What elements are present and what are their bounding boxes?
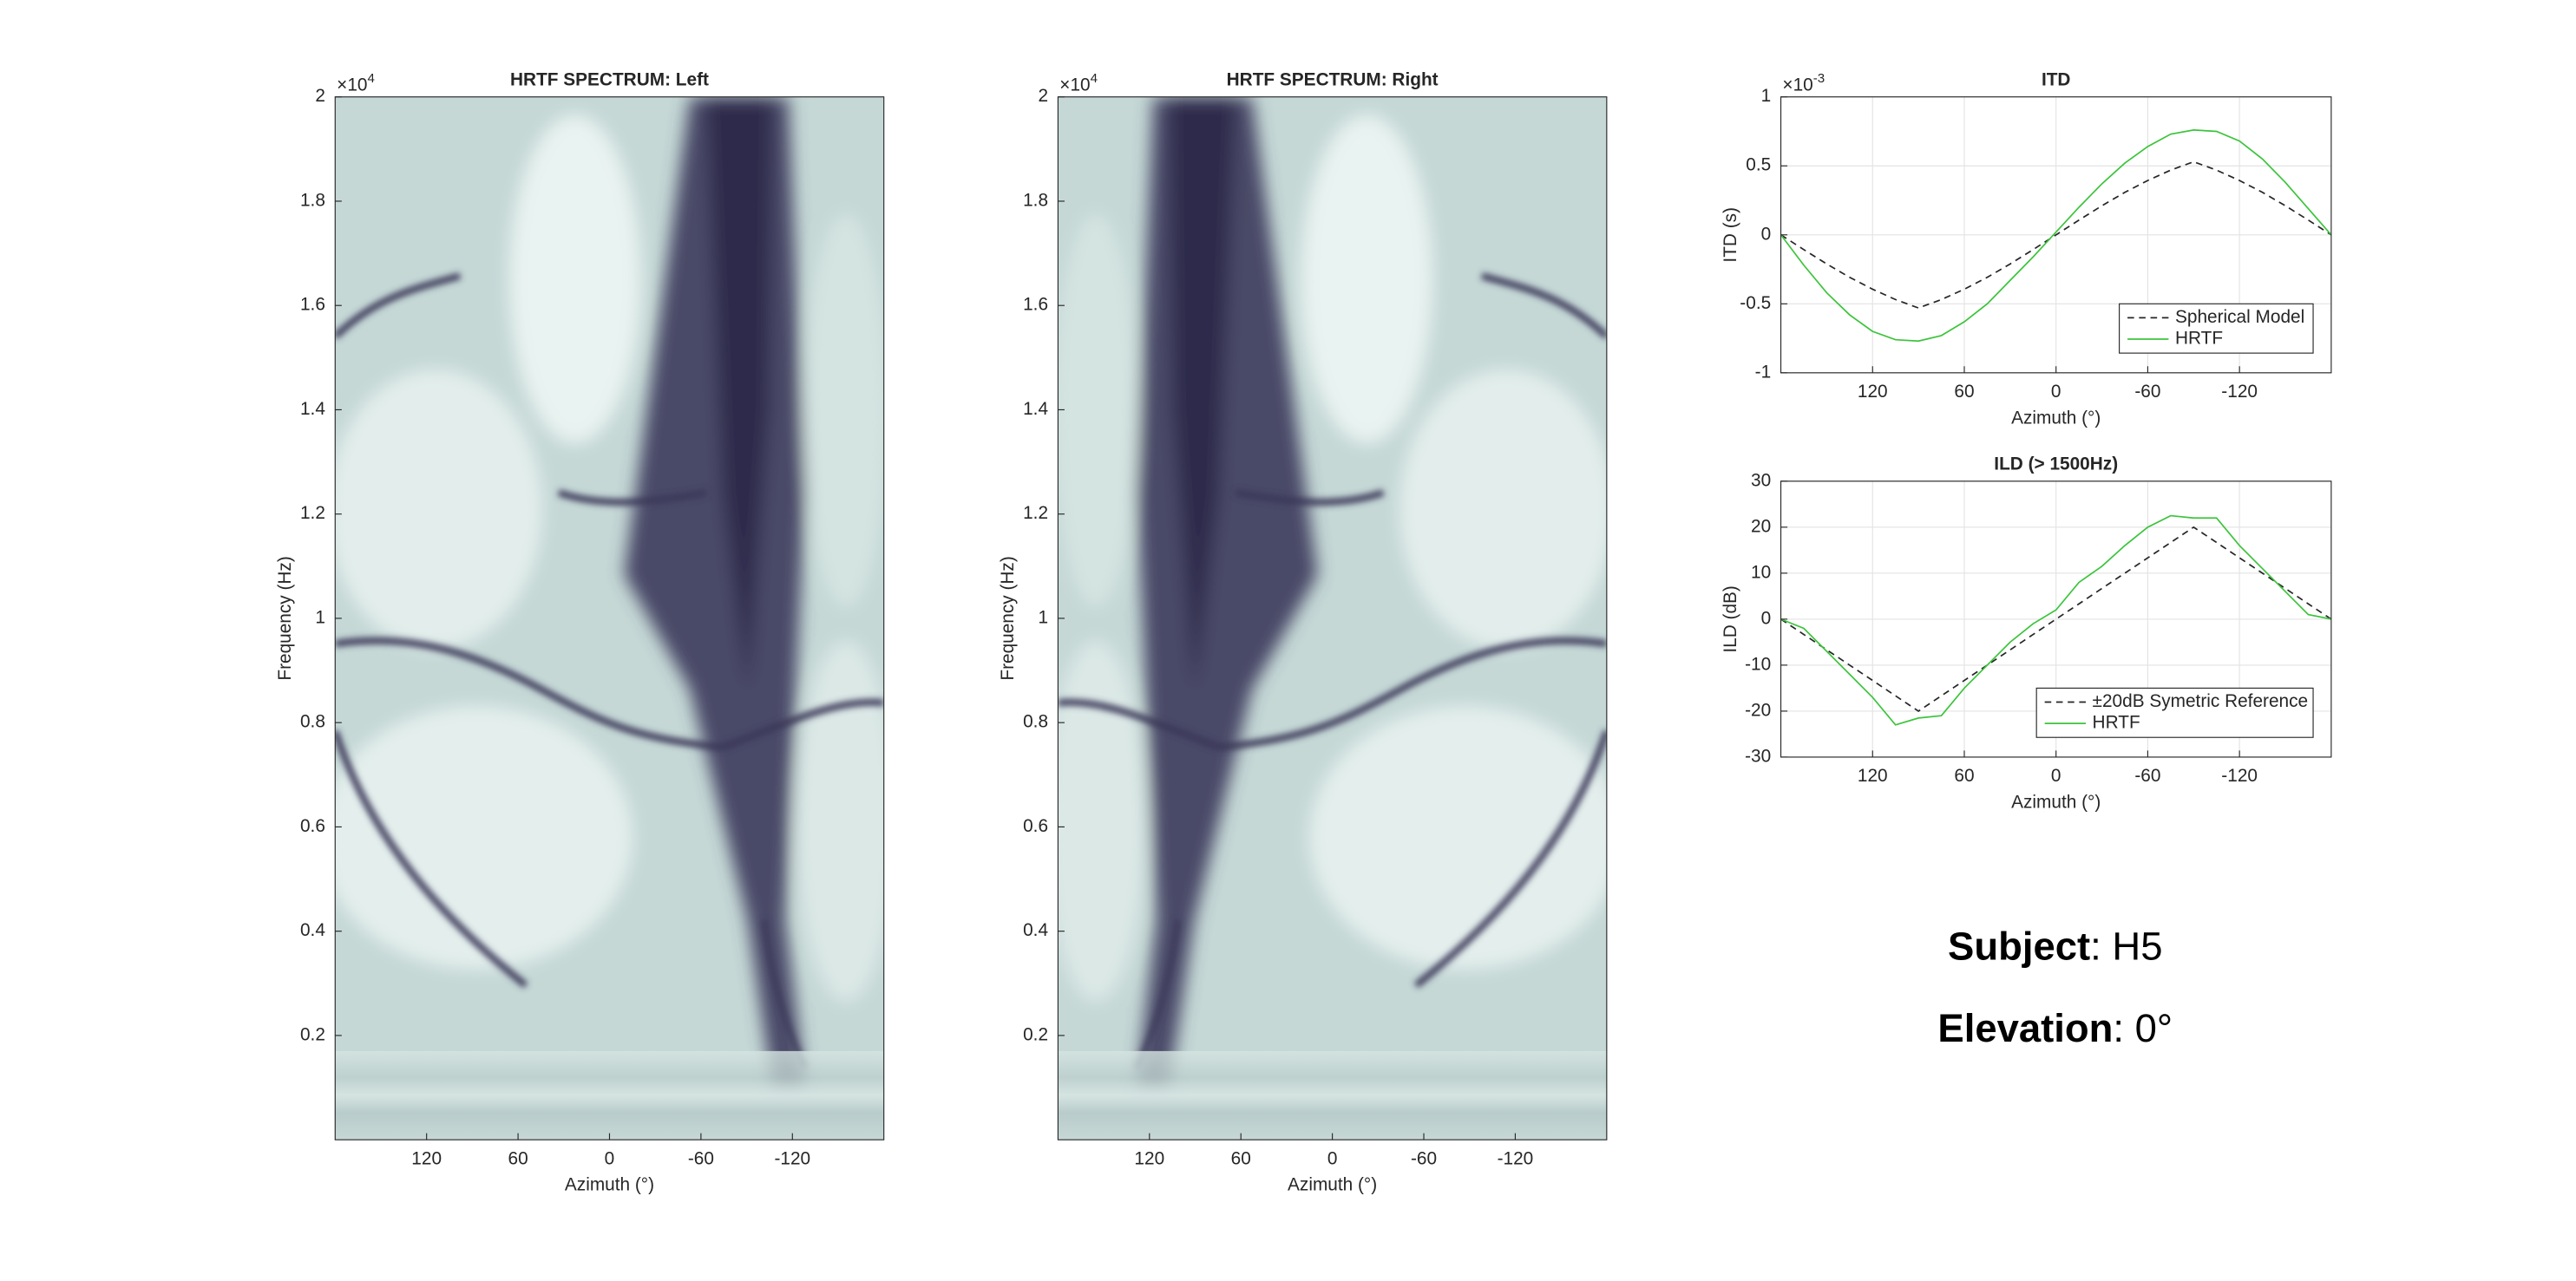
chart-title: HRTF SPECTRUM: Right — [1227, 69, 1439, 89]
series-line — [1780, 160, 2332, 309]
x-tick-label: -60 — [688, 1148, 714, 1168]
elevation-value: : 0° — [2113, 1006, 2173, 1050]
x-axis-label: Azimuth (°) — [2011, 408, 2101, 428]
x-tick-label: 120 — [1858, 382, 1888, 402]
series-line — [1780, 129, 2332, 343]
y-tick-label: 2 — [1038, 86, 1048, 106]
subject-value: : H5 — [2090, 924, 2162, 968]
y-tick-label: 1 — [1038, 607, 1048, 627]
y-tick-label: 0.2 — [1023, 1024, 1048, 1044]
x-tick-label: 120 — [1134, 1148, 1164, 1168]
x-tick-label: -60 — [1411, 1148, 1437, 1168]
y-scale-multiplier: ×10-3 — [1782, 71, 1825, 95]
y-axis-label: Frequency (Hz) — [998, 556, 1018, 680]
legend-label: HRTF — [2175, 329, 2223, 349]
y-tick-label: 1.4 — [1023, 399, 1048, 419]
subject-label: Subject — [1948, 924, 2090, 968]
y-tick-label: 0.5 — [1746, 155, 1771, 175]
y-axis-label: ITD (s) — [1721, 207, 1740, 263]
y-tick-label: -0.5 — [1740, 293, 1771, 313]
y-axis-label: Frequency (Hz) — [275, 556, 295, 680]
y-tick-label: 0.4 — [300, 920, 325, 940]
y-scale-base: ×10 — [337, 75, 367, 95]
chart-title: HRTF SPECTRUM: Left — [510, 69, 709, 89]
y-tick-label: -20 — [1745, 700, 1771, 720]
y-tick-label: 1.6 — [1023, 295, 1048, 315]
legend-label: ±20dB Symetric Reference — [2093, 691, 2309, 711]
elevation: Elevation: 0° — [1937, 1006, 2173, 1050]
y-tick-label: 1.8 — [1023, 190, 1048, 210]
x-tick-label: -60 — [2134, 766, 2160, 786]
y-scale-multiplier: ×104 — [1059, 71, 1098, 95]
axes-box — [1780, 480, 2332, 758]
legend-box — [2035, 687, 2314, 738]
x-tick-label: 0 — [2051, 766, 2061, 786]
y-tick-label: -10 — [1745, 654, 1771, 674]
x-tick-label: 60 — [1954, 382, 1974, 402]
y-tick-label: 0.4 — [1023, 920, 1048, 940]
y-tick-label: 2 — [315, 86, 325, 106]
y-tick-label: 0 — [1761, 608, 1772, 628]
x-tick-label: 60 — [1231, 1148, 1251, 1168]
subject: Subject: H5 — [1948, 924, 2162, 968]
x-tick-label: -60 — [2134, 382, 2160, 402]
legend-box — [2119, 303, 2314, 354]
y-tick-label: 1 — [1761, 86, 1772, 106]
y-tick-label: 1.2 — [300, 503, 325, 523]
x-tick-label: -120 — [774, 1148, 810, 1168]
x-tick-label: -120 — [1498, 1148, 1534, 1168]
y-tick-label: 0.6 — [1023, 816, 1048, 836]
y-tick-label: 1 — [315, 607, 325, 627]
y-tick-label: 0.6 — [300, 816, 325, 836]
y-tick-label: -1 — [1755, 362, 1772, 382]
x-tick-label: 60 — [1954, 766, 1974, 786]
axes-box — [1780, 96, 2332, 374]
x-axis-label: Azimuth (°) — [565, 1175, 654, 1195]
y-scale-base: ×10 — [1059, 75, 1090, 95]
y-tick-label: 0.2 — [300, 1024, 325, 1044]
x-tick-label: 0 — [2051, 382, 2061, 402]
x-tick-label: 60 — [508, 1148, 528, 1168]
x-tick-label: 120 — [411, 1148, 442, 1168]
y-tick-label: -30 — [1745, 746, 1771, 766]
x-tick-label: 0 — [1327, 1148, 1338, 1168]
axes-box — [1057, 96, 1608, 1140]
axes-box — [334, 96, 885, 1140]
y-scale-exponent: -3 — [1813, 71, 1825, 86]
x-tick-label: -120 — [2221, 382, 2258, 402]
y-tick-label: 0.8 — [1023, 712, 1048, 732]
chart-title: ILD (> 1500Hz) — [1994, 454, 2118, 474]
x-axis-label: Azimuth (°) — [1288, 1175, 1377, 1195]
spectrum-texture — [1046, 97, 1622, 1140]
legend-label: Spherical Model — [2175, 307, 2304, 327]
series-line — [1780, 514, 2332, 726]
y-scale-multiplier: ×104 — [337, 71, 375, 95]
y-tick-label: 1.2 — [1023, 503, 1048, 523]
y-tick-label: 10 — [1751, 562, 1771, 582]
y-scale-base: ×10 — [1782, 75, 1812, 95]
y-tick-label: 20 — [1751, 516, 1771, 536]
y-axis-label: ILD (dB) — [1721, 585, 1740, 653]
y-tick-label: 1.8 — [300, 190, 325, 210]
y-scale-exponent: 4 — [1091, 71, 1098, 86]
elevation-label: Elevation — [1937, 1006, 2113, 1050]
y-tick-label: 0.8 — [300, 712, 325, 732]
y-scale-exponent: 4 — [367, 71, 374, 86]
y-tick-label: 1.4 — [300, 399, 325, 419]
spectrum-texture — [335, 96, 884, 1140]
x-tick-label: 120 — [1858, 766, 1888, 786]
y-tick-label: 1.6 — [300, 295, 325, 315]
legend-label: HRTF — [2093, 713, 2140, 733]
chart-title: ITD — [2042, 69, 2071, 89]
x-tick-label: 0 — [605, 1148, 615, 1168]
y-tick-label: 0 — [1761, 224, 1772, 244]
y-tick-label: 30 — [1751, 470, 1771, 490]
x-axis-label: Azimuth (°) — [2011, 792, 2101, 812]
x-tick-label: -120 — [2221, 766, 2258, 786]
